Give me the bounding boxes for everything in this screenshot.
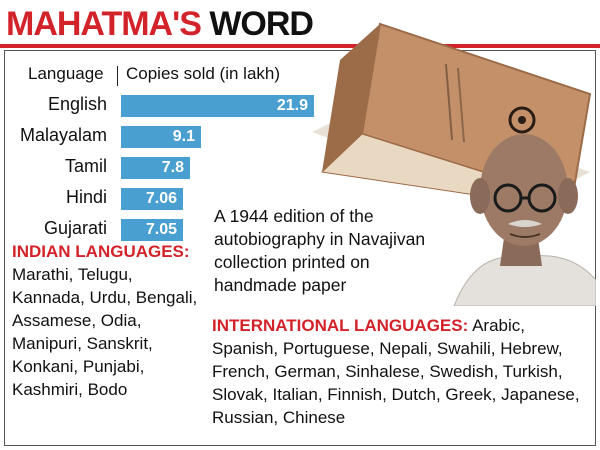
- international-languages-block: INTERNATIONAL LANGUAGES: Arabic, Spanish…: [212, 314, 594, 429]
- book-caption: A 1944 edition of the autobiography in N…: [214, 206, 426, 295]
- header-divider: [117, 66, 118, 86]
- indian-languages-block: INDIAN LANGUAGES: Marathi, Telugu, Kanna…: [12, 240, 208, 401]
- bar-hindi: [121, 188, 183, 210]
- value-label-hindi: 7.06: [145, 190, 177, 207]
- column-header-language: Language: [28, 64, 104, 83]
- category-label-english: English: [47, 94, 107, 114]
- value-label-malayalam: 9.1: [172, 128, 195, 145]
- left-ear: [470, 178, 490, 214]
- value-label-english: 21.9: [276, 97, 308, 114]
- content-frame: [4, 50, 596, 446]
- indian-languages-list: Marathi, Telugu, Kannada, Urdu, Bengali,…: [12, 265, 198, 399]
- title-underline: [0, 44, 600, 48]
- gandhi-portrait-illustration: [453, 134, 596, 306]
- book-spine: [322, 24, 380, 172]
- value-label-tamil: 7.8: [161, 159, 184, 176]
- indian-languages-heading: INDIAN LANGUAGES:: [12, 242, 190, 261]
- column-header-copies: Copies sold (in lakh): [126, 64, 281, 83]
- head: [480, 134, 568, 246]
- bar-malayalam: [121, 126, 201, 148]
- category-label-hindi: Hindi: [65, 187, 107, 207]
- title-word-word: WORD: [209, 5, 314, 43]
- category-label-tamil: Tamil: [64, 156, 107, 176]
- bar-english: [121, 95, 314, 117]
- category-label-gujarati: Gujarati: [43, 218, 107, 238]
- bar-tamil: [121, 157, 190, 179]
- right-ear: [558, 178, 578, 214]
- international-languages-heading: INTERNATIONAL LANGUAGES:: [212, 316, 469, 335]
- book-emblem-icon: [508, 106, 536, 134]
- title-word-mahatmas: MAHATMA'S: [6, 5, 202, 43]
- international-languages-list: Arabic, Spanish, Portuguese, Nepali, Swa…: [212, 316, 580, 427]
- mustache: [508, 220, 542, 227]
- bar-gujarati: [121, 219, 183, 241]
- page-title: MAHATMA'S WORD: [6, 4, 314, 44]
- category-label-malayalam: Malayalam: [19, 125, 107, 145]
- value-label-gujarati: 7.05: [145, 221, 177, 238]
